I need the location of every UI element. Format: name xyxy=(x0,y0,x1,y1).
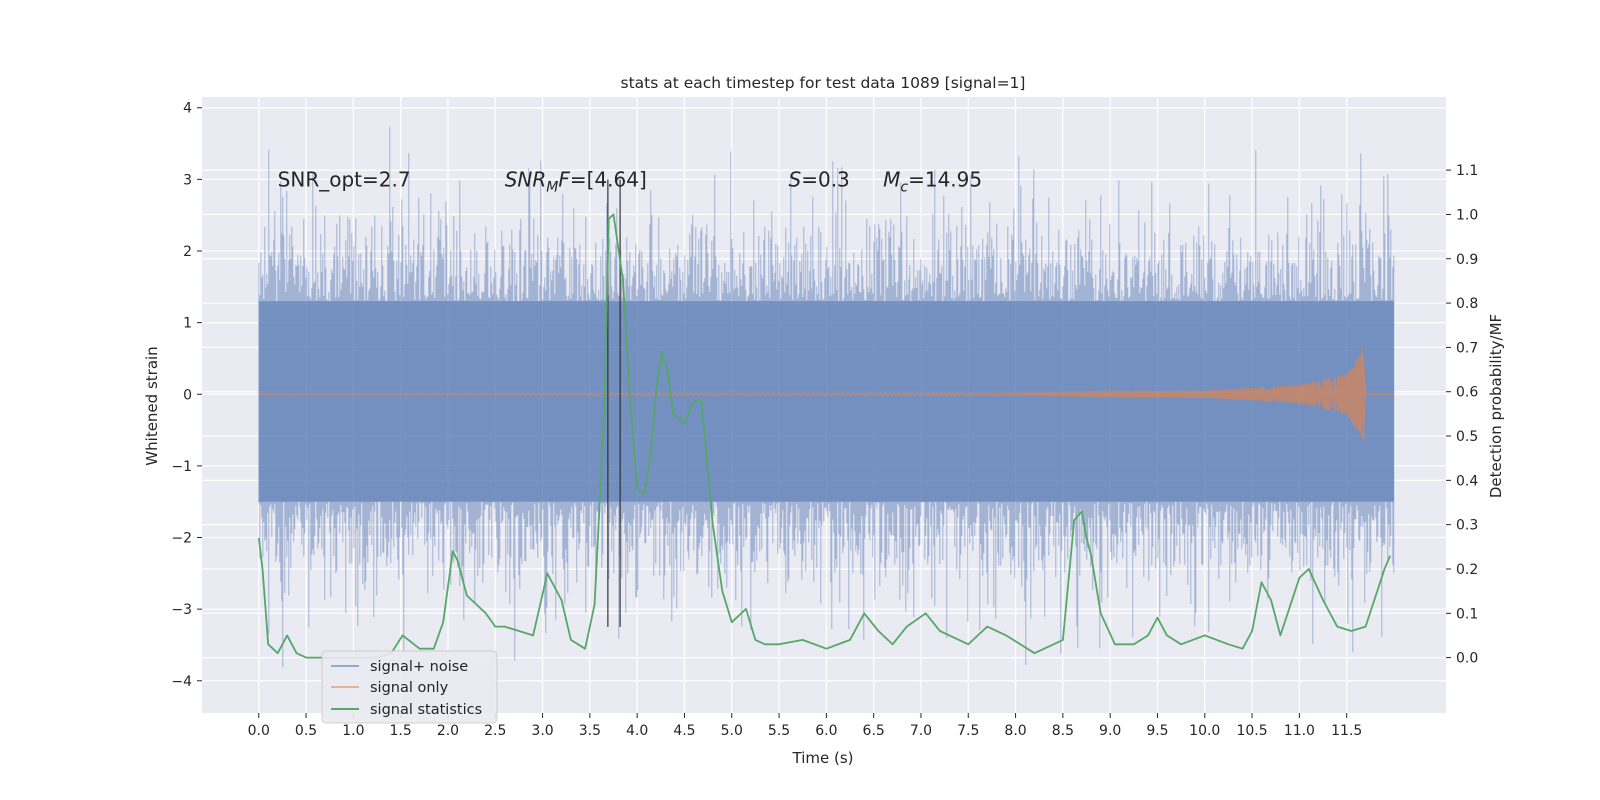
x-tick-label: 5.5 xyxy=(768,723,790,739)
x-tick-label: 2.5 xyxy=(484,723,506,739)
series-signal-only xyxy=(258,348,1394,440)
y-right-tick-label: 0.6 xyxy=(1456,385,1478,401)
x-tick-label: 4.0 xyxy=(626,723,648,739)
x-tick-label: 11.0 xyxy=(1284,723,1315,739)
y-axis-label: Whitened strain xyxy=(143,346,161,465)
x-tick-label: 9.5 xyxy=(1146,723,1168,739)
x-tick-label: 10.5 xyxy=(1236,723,1267,739)
y-right-tick-label: 1.1 xyxy=(1456,163,1478,179)
y-right-tick-label: 0.8 xyxy=(1456,296,1478,312)
x-tick-label: 8.5 xyxy=(1052,723,1074,739)
annotation: S=0.3 xyxy=(789,167,850,191)
legend-label-signal-only: signal only xyxy=(370,680,449,696)
y-right-tick-label: 0.2 xyxy=(1456,562,1478,578)
y-right-tick-label: 0.1 xyxy=(1456,606,1478,622)
x-tick-label: 10.0 xyxy=(1189,723,1220,739)
y-right-tick-label: 0.7 xyxy=(1456,340,1478,356)
x-tick-label: 0.5 xyxy=(295,723,317,739)
y-tick-label: −2 xyxy=(171,531,192,547)
x-tick-label: 6.5 xyxy=(863,723,885,739)
y-tick-label: 4 xyxy=(183,101,192,117)
y-right-tick-label: 0.9 xyxy=(1456,252,1478,268)
x-tick-label: 1.5 xyxy=(390,723,412,739)
annotation: SNRMF=[4.64] xyxy=(505,167,647,195)
y-axis-right-label: Detection probability/MF xyxy=(1487,314,1505,498)
x-tick-label: 2.0 xyxy=(437,723,459,739)
x-tick-label: 11.5 xyxy=(1331,723,1362,739)
x-tick-label: 8.0 xyxy=(1004,723,1026,739)
y-right-tick-label: 0.0 xyxy=(1456,651,1478,667)
signal-only-trace xyxy=(258,348,1394,440)
annotation: Mc=14.95 xyxy=(883,167,982,195)
x-tick-label: 6.0 xyxy=(815,723,837,739)
y-tick-label: −4 xyxy=(171,674,192,690)
y-right-tick-label: 0.3 xyxy=(1456,518,1478,534)
axis-ticks: 0.0 0.5 1.0 1.5 2.0 2.5 3.0 3.5 4.0 4.5 5.0 5.5 6.0 6… xyxy=(171,101,1478,739)
annotations: SNR_opt=2.7 SNRMF=[4.64] S=0.3 Mc=14.95 xyxy=(278,167,982,195)
series-signal-noise xyxy=(258,127,1395,668)
y-tick-label: 2 xyxy=(183,244,192,260)
y-tick-label: 0 xyxy=(183,387,192,403)
x-tick-label: 7.5 xyxy=(957,723,979,739)
legend-box xyxy=(321,650,498,724)
y-tick-label: −1 xyxy=(171,459,192,475)
x-tick-label: 0.0 xyxy=(248,723,270,739)
x-tick-label: 3.0 xyxy=(531,723,553,739)
signal-statistics-line xyxy=(257,213,1392,659)
x-tick-label: 4.5 xyxy=(673,723,695,739)
x-axis-label: Time (s) xyxy=(792,749,854,767)
y-tick-label: 1 xyxy=(183,316,192,332)
y-tick-label: −3 xyxy=(171,602,192,618)
y-right-tick-label: 0.5 xyxy=(1456,429,1478,445)
x-tick-label: 9.0 xyxy=(1099,723,1121,739)
y-right-tick-label: 0.4 xyxy=(1456,473,1478,489)
noise-trace xyxy=(258,127,1395,668)
noise-band xyxy=(258,301,1394,502)
x-tick-label: 3.5 xyxy=(579,723,601,739)
series-signal-statistics xyxy=(257,213,1392,659)
y-tick-label: 3 xyxy=(183,172,192,188)
x-tick-label: 7.0 xyxy=(910,723,932,739)
x-tick-label: 5.0 xyxy=(721,723,743,739)
legend-label-signal-noise: signal+ noise xyxy=(370,659,468,675)
chart-title: stats at each timestep for test data 108… xyxy=(621,74,1026,92)
legend: signal+ noise signal only signal statist… xyxy=(321,650,498,724)
x-tick-label: 1.0 xyxy=(342,723,364,739)
annotation: SNR_opt=2.7 xyxy=(278,167,411,191)
y-right-tick-label: 1.0 xyxy=(1456,207,1478,223)
legend-label-signal-statistics: signal statistics xyxy=(370,702,482,718)
